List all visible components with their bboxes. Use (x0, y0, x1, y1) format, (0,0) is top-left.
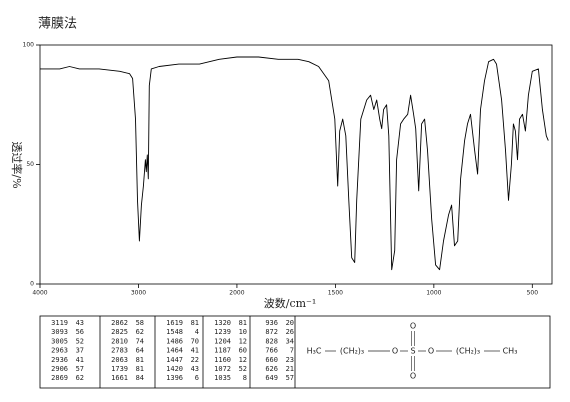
peak-wavenumber: 1619 (166, 319, 183, 327)
peak-wavenumber: 872 (265, 328, 278, 336)
x-tick-label: 4000 (32, 290, 47, 297)
structure-group: H₃C (307, 347, 322, 356)
structure-group: O (392, 347, 398, 356)
peak-transmittance: 7 (290, 347, 294, 355)
peak-transmittance: 52 (76, 337, 84, 345)
peak-wavenumber: 2906 (51, 365, 68, 373)
structure-group: (CH₂)₃ (340, 347, 364, 356)
plot-frame (39, 44, 553, 285)
peak-transmittance: 62 (76, 374, 84, 382)
peak-transmittance: 4 (195, 328, 199, 336)
peak-wavenumber: 2825 (111, 328, 128, 336)
peak-transmittance: 56 (76, 328, 84, 336)
peak-transmittance: 81 (239, 319, 247, 327)
x-tick-label: 1000 (426, 290, 441, 297)
peak-wavenumber: 1661 (111, 374, 128, 382)
peak-wavenumber: 3005 (51, 337, 68, 345)
peak-transmittance: 12 (239, 337, 247, 345)
y-axis-label: 透过率/% (10, 141, 24, 188)
peak-transmittance: 41 (191, 347, 199, 355)
structure-group: CH₃ (503, 347, 518, 356)
peak-transmittance: 52 (239, 365, 247, 373)
peak-transmittance: 70 (191, 337, 199, 345)
peak-wavenumber: 1420 (166, 365, 183, 373)
peak-wavenumber: 1548 (166, 328, 183, 336)
peak-wavenumber: 2810 (111, 337, 128, 345)
peak-transmittance: 22 (191, 356, 199, 364)
peak-transmittance: 21 (286, 365, 294, 373)
peak-transmittance: 74 (136, 337, 144, 345)
x-tick-label: 2000 (229, 290, 244, 297)
peak-transmittance: 43 (191, 365, 199, 373)
peak-wavenumber: 1396 (166, 374, 183, 382)
peak-transmittance: 20 (286, 319, 294, 327)
peak-wavenumber: 2783 (111, 347, 128, 355)
x-tick-label: 1500 (328, 290, 343, 297)
peak-wavenumber: 3119 (51, 319, 68, 327)
peak-wavenumber: 1072 (214, 365, 231, 373)
peak-wavenumber: 936 (265, 319, 278, 327)
x-tick-label: 3000 (131, 290, 146, 297)
peak-transmittance: 81 (136, 365, 144, 373)
peak-wavenumber: 660 (265, 356, 278, 364)
peak-wavenumber: 828 (265, 337, 278, 345)
peak-wavenumber: 2869 (51, 374, 68, 382)
peak-transmittance: 58 (136, 319, 144, 327)
peak-wavenumber: 1486 (166, 337, 183, 345)
structure-group: O (428, 347, 434, 356)
peak-transmittance: 81 (136, 356, 144, 364)
peak-transmittance: 57 (76, 365, 84, 373)
y-tick-label: 50 (26, 161, 34, 168)
peak-wavenumber: 2862 (111, 319, 128, 327)
peak-transmittance: 12 (239, 356, 247, 364)
peak-wavenumber: 2063 (111, 356, 128, 364)
x-tick-label: 500 (527, 290, 539, 297)
peak-wavenumber: 649 (265, 374, 278, 382)
peak-transmittance: 6 (195, 374, 199, 382)
peak-wavenumber: 2963 (51, 347, 68, 355)
chart-title: 薄膜法 (38, 17, 77, 32)
peak-transmittance: 60 (239, 347, 247, 355)
peak-wavenumber: 766 (265, 347, 278, 355)
peak-transmittance: 81 (191, 319, 199, 327)
peak-wavenumber: 2936 (51, 356, 68, 364)
structure-group: S (410, 347, 415, 356)
peak-wavenumber: 626 (265, 365, 278, 373)
y-tick-label: 100 (23, 42, 35, 49)
structure-group: (CH₂)₃ (456, 347, 480, 356)
peak-transmittance: 43 (76, 319, 84, 327)
x-axis-label: 波数/cm⁻¹ (264, 297, 317, 310)
structure-oxygen-top: O (410, 322, 416, 331)
peak-wavenumber: 1160 (214, 356, 231, 364)
peak-wavenumber: 1464 (166, 347, 183, 355)
peak-transmittance: 10 (239, 328, 247, 336)
peak-wavenumber: 1447 (166, 356, 183, 364)
peak-transmittance: 26 (286, 328, 294, 336)
peak-wavenumber: 1239 (214, 328, 231, 336)
peak-wavenumber: 1320 (214, 319, 231, 327)
peak-transmittance: 41 (76, 356, 84, 364)
peak-wavenumber: 1739 (111, 365, 128, 373)
peak-wavenumber: 3093 (51, 328, 68, 336)
peak-wavenumber: 1204 (214, 337, 231, 345)
peak-wavenumber: 1187 (214, 347, 231, 355)
peak-transmittance: 64 (136, 347, 144, 355)
spectrum-line (40, 56, 549, 271)
peak-transmittance: 57 (286, 374, 294, 382)
peak-wavenumber: 1035 (214, 374, 231, 382)
peak-transmittance: 37 (76, 347, 84, 355)
peak-transmittance: 84 (136, 374, 144, 382)
peak-transmittance: 8 (243, 374, 247, 382)
y-tick-label: 0 (30, 281, 34, 288)
peak-transmittance: 23 (286, 356, 294, 364)
peak-transmittance: 34 (286, 337, 294, 345)
structure-oxygen-bottom: O (410, 372, 416, 381)
peak-transmittance: 62 (136, 328, 144, 336)
